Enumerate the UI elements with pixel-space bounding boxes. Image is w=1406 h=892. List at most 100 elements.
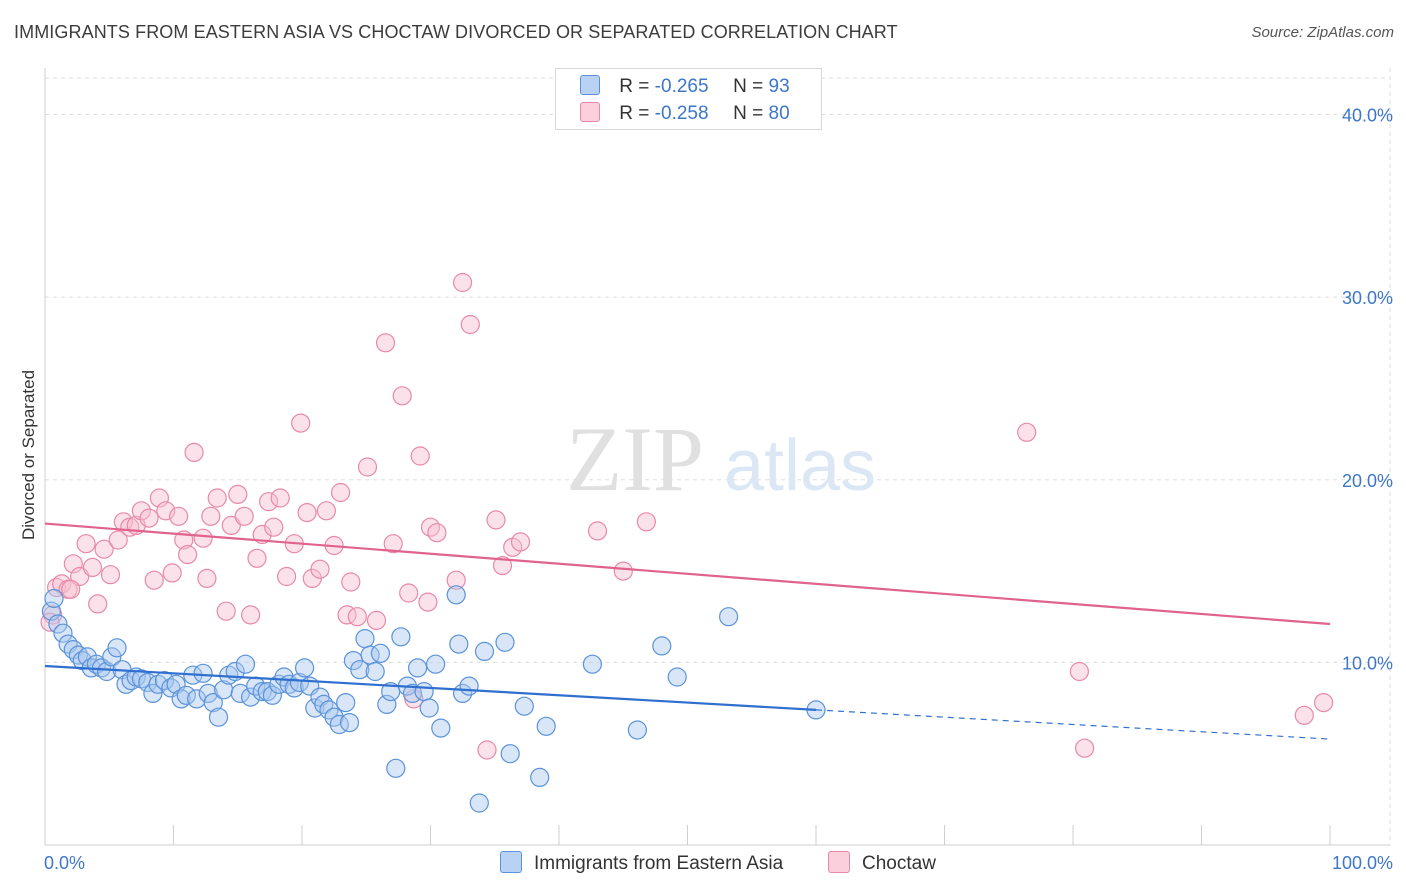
data-point [257, 681, 277, 702]
legend-r-label: R = [619, 76, 650, 97]
legend-n-label: N = [733, 103, 764, 124]
legend-row-eastern-asia: R = -0.265 N = 93 [580, 75, 790, 99]
data-point [88, 594, 108, 614]
data-point [228, 484, 248, 504]
data-point [375, 333, 396, 353]
data-point [193, 528, 213, 548]
data-point [1313, 692, 1334, 713]
data-point [314, 694, 334, 715]
data-point [289, 672, 309, 693]
data-point [386, 758, 406, 778]
data-point [1069, 661, 1090, 682]
data-point [291, 413, 311, 433]
correlation-legend: R = -0.265 N = 93 R = -0.258 N = 80 [555, 68, 822, 130]
data-point [339, 712, 360, 733]
legend-swatch-blue [580, 75, 600, 95]
data-point [336, 692, 356, 713]
y-tick-label: 10.0% [1342, 653, 1393, 673]
data-point [350, 660, 370, 680]
data-point [414, 681, 434, 702]
data-point [230, 683, 250, 704]
data-point [510, 532, 531, 552]
data-point [347, 607, 367, 627]
data-point [156, 501, 176, 521]
trend-line-eastern-asia-extension [815, 709, 1331, 740]
data-point [76, 534, 96, 554]
series-legend-eastern-asia: Immigrants from Eastern Asia [500, 851, 783, 875]
data-point [310, 559, 330, 579]
data-point [392, 386, 412, 406]
data-point [107, 638, 127, 658]
series-legend-swatch-blue [500, 851, 522, 873]
data-point [252, 524, 272, 545]
data-point [197, 568, 217, 589]
data-point [270, 488, 290, 508]
data-point [627, 720, 648, 740]
data-point [652, 636, 672, 656]
data-point [377, 694, 397, 715]
data-point [295, 658, 315, 678]
data-point [427, 523, 447, 543]
data-point [297, 502, 317, 523]
trend-lines [44, 522, 1331, 740]
data-point [63, 554, 83, 574]
data-point [383, 534, 403, 554]
data-point [1294, 705, 1314, 725]
watermark-zip: ZIP [566, 408, 704, 510]
data-point [331, 482, 351, 503]
data-point [207, 488, 227, 508]
legend-n-label: N = [733, 76, 764, 97]
data-point [355, 628, 375, 649]
data-point [453, 272, 473, 293]
data-point [613, 561, 633, 581]
data-point [184, 442, 204, 462]
data-point [410, 446, 430, 466]
data-point [370, 643, 390, 663]
data-point [44, 588, 64, 609]
x-tick-label-min: 0.0% [44, 853, 85, 873]
data-point [477, 740, 497, 760]
data-point [171, 689, 191, 709]
data-point [102, 647, 122, 667]
data-point [259, 492, 279, 512]
data-point [1074, 738, 1095, 758]
data-point [357, 457, 378, 477]
grid-lines [45, 68, 1391, 845]
data-point [234, 506, 254, 526]
data-point [53, 623, 73, 643]
data-point [277, 566, 297, 587]
data-point [446, 585, 466, 605]
data-point [341, 572, 361, 592]
data-point [216, 601, 236, 621]
data-point [176, 685, 196, 705]
data-point [391, 627, 411, 647]
data-point [235, 654, 256, 674]
eastern-asia-points [41, 585, 826, 813]
series-legend-label: Choctaw [862, 853, 936, 874]
data-point [667, 667, 687, 687]
tick-labels: 10.0% 20.0% 30.0% 40.0% 0.0% 100.0% [44, 106, 1393, 873]
legend-r-label: R = [619, 103, 650, 124]
data-point [198, 683, 218, 704]
data-point [587, 521, 608, 541]
data-point [460, 314, 480, 335]
data-point [203, 692, 223, 713]
data-point [486, 510, 506, 530]
data-point [82, 557, 103, 578]
data-point [426, 654, 446, 674]
data-point [1017, 422, 1037, 442]
legend-n-value: 80 [768, 103, 790, 124]
watermark-atlas: atlas [724, 426, 876, 506]
data-point [474, 641, 495, 662]
data-point [178, 544, 198, 565]
axes [44, 68, 1390, 846]
data-point [201, 506, 221, 526]
data-point [94, 539, 114, 559]
legend-r-value: -0.258 [654, 103, 709, 124]
legend-swatch-pink [580, 102, 600, 122]
data-point [514, 696, 534, 716]
data-point [718, 607, 739, 627]
chart-source: Source: ZipAtlas.com [1251, 24, 1394, 41]
data-point [97, 661, 117, 682]
